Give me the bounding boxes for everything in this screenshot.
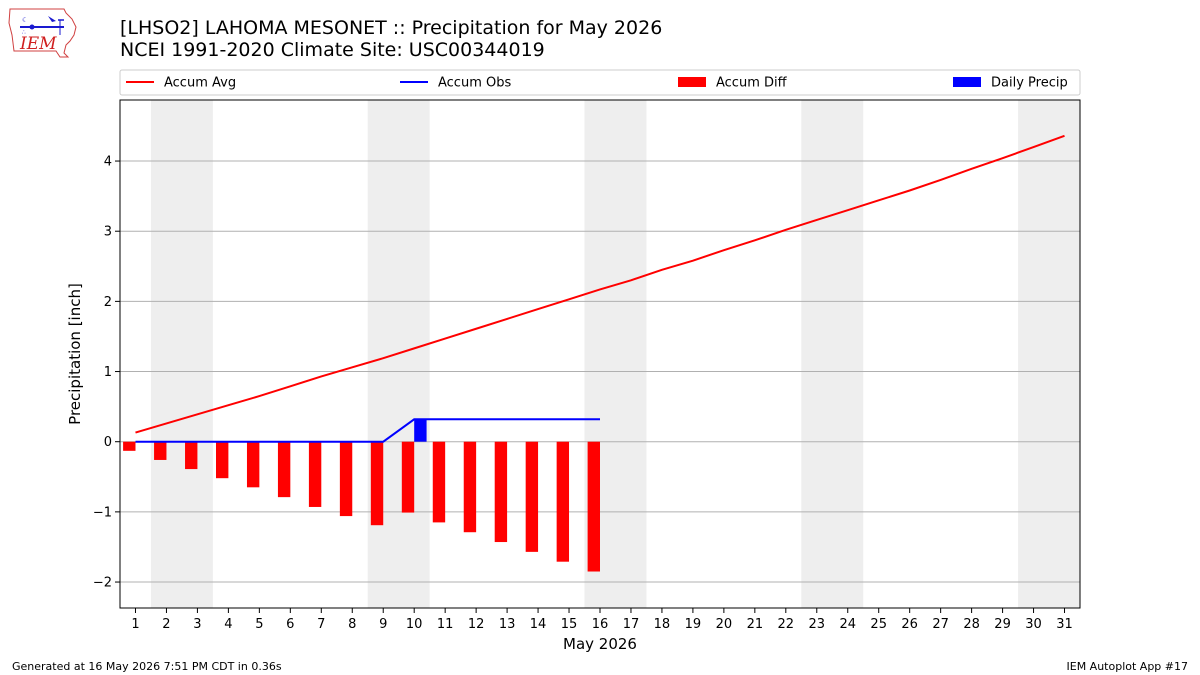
accum-diff-bar xyxy=(246,441,260,488)
legend-frame xyxy=(119,69,1081,96)
x-tick-label: 12 xyxy=(468,617,485,632)
x-tick-label: 13 xyxy=(499,617,516,632)
x-tick-label: 26 xyxy=(901,617,918,632)
legend: Accum Avg Accum Obs Accum Diff Daily Precip xyxy=(119,69,1081,96)
y-tick-label: 3 xyxy=(104,225,112,240)
accum-diff-legend-label: Accum Diff xyxy=(716,76,788,91)
y-tick-label: −2 xyxy=(93,576,112,591)
accum-diff-bar xyxy=(432,441,446,523)
x-tick-label: 20 xyxy=(716,617,733,632)
x-tick-label: 30 xyxy=(1025,617,1042,632)
x-tick-label: 9 xyxy=(379,617,387,632)
daily-precip-bar xyxy=(414,419,427,442)
accum-avg-legend-label: Accum Avg xyxy=(164,76,236,91)
accum-diff-bar xyxy=(401,441,415,513)
accum-obs-legend-label: Accum Obs xyxy=(438,76,511,91)
x-axis: 1 2 3 4 5 6 7 8 9 10 11 12 13 14 15 16 17 18 19 20 21 22 23 24 2… xyxy=(131,608,1073,632)
y-tick-label: 0 xyxy=(104,435,112,450)
x-tick-label: 25 xyxy=(870,617,887,632)
accum-diff-bar xyxy=(185,441,198,470)
accum-diff-bar xyxy=(587,441,600,572)
weekend-shading xyxy=(150,100,1080,608)
x-tick-label: 8 xyxy=(348,617,356,632)
x-tick-label: 23 xyxy=(809,617,826,632)
accum-diff-bar xyxy=(154,441,167,460)
iem-logo: ☾ ∴ IEM xyxy=(8,8,77,58)
x-tick-label: 27 xyxy=(932,617,949,632)
x-tick-label: 5 xyxy=(255,617,263,632)
svg-text:☾: ☾ xyxy=(22,16,28,24)
daily-precip-legend-swatch xyxy=(953,77,981,87)
accum-diff-bar xyxy=(494,441,508,543)
chart-subtitle: NCEI 1991-2020 Climate Site: USC00344019 xyxy=(120,39,545,61)
generated-timestamp: Generated at 16 May 2026 7:51 PM CDT in … xyxy=(12,660,282,673)
y-tick-label: −1 xyxy=(93,505,112,520)
accum-diff-bar xyxy=(308,441,322,507)
x-tick-label: 10 xyxy=(406,617,423,632)
y-axis-label: Precipitation [inch] xyxy=(66,283,84,425)
accum-diff-bar xyxy=(123,441,136,451)
x-axis-label: May 2026 xyxy=(563,635,637,653)
x-tick-label: 28 xyxy=(963,617,980,632)
iem-iowa-map-logo-icon: ☾ ∴ xyxy=(8,8,77,58)
x-tick-label: 15 xyxy=(561,617,578,632)
lines xyxy=(135,134,1065,443)
y-axis: −2 −1 0 1 2 3 4 xyxy=(93,155,120,591)
x-tick-label: 22 xyxy=(778,617,795,632)
x-tick-label: 11 xyxy=(437,617,454,632)
x-tick-label: 2 xyxy=(162,617,170,632)
weekend-band xyxy=(1018,100,1080,608)
y-tick-label: 1 xyxy=(104,365,112,380)
accum-diff-bar xyxy=(216,441,229,479)
x-tick-label: 17 xyxy=(623,617,640,632)
bars xyxy=(123,419,600,572)
app-credit: IEM Autoplot App #17 xyxy=(1066,660,1189,673)
x-tick-label: 29 xyxy=(994,617,1011,632)
svg-text:∴: ∴ xyxy=(22,29,26,36)
chart-title: [LHSO2] LAHOMA MESONET :: Precipitation … xyxy=(120,17,663,39)
x-tick-label: 24 xyxy=(839,617,856,632)
x-tick-label: 4 xyxy=(224,617,232,632)
x-tick-label: 16 xyxy=(592,617,609,632)
x-tick-label: 19 xyxy=(685,617,702,632)
x-tick-label: 31 xyxy=(1056,617,1073,632)
y-tick-label: 4 xyxy=(104,155,112,170)
accum-diff-bar xyxy=(277,441,291,498)
x-tick-label: 3 xyxy=(193,617,201,632)
weekend-band xyxy=(801,100,864,608)
x-tick-label: 18 xyxy=(654,617,671,632)
iem-logo-text: IEM xyxy=(19,34,57,54)
accum-diff-bar xyxy=(556,441,570,562)
x-tick-label: 1 xyxy=(131,617,139,632)
x-tick-label: 14 xyxy=(530,617,547,632)
weekend-band xyxy=(150,100,213,608)
accum-avg-line xyxy=(135,134,1065,434)
accum-obs-line xyxy=(135,418,600,443)
y-tick-label: 2 xyxy=(104,295,112,310)
accum-diff-bar xyxy=(370,441,384,526)
daily-precip-legend-label: Daily Precip xyxy=(991,76,1068,91)
x-tick-label: 6 xyxy=(286,617,294,632)
accum-diff-legend-swatch xyxy=(678,77,706,87)
accum-diff-bar xyxy=(463,441,477,533)
x-tick-label: 7 xyxy=(317,617,325,632)
x-tick-label: 21 xyxy=(747,617,764,632)
accum-diff-bar xyxy=(339,441,353,517)
accum-diff-bar xyxy=(525,441,539,552)
